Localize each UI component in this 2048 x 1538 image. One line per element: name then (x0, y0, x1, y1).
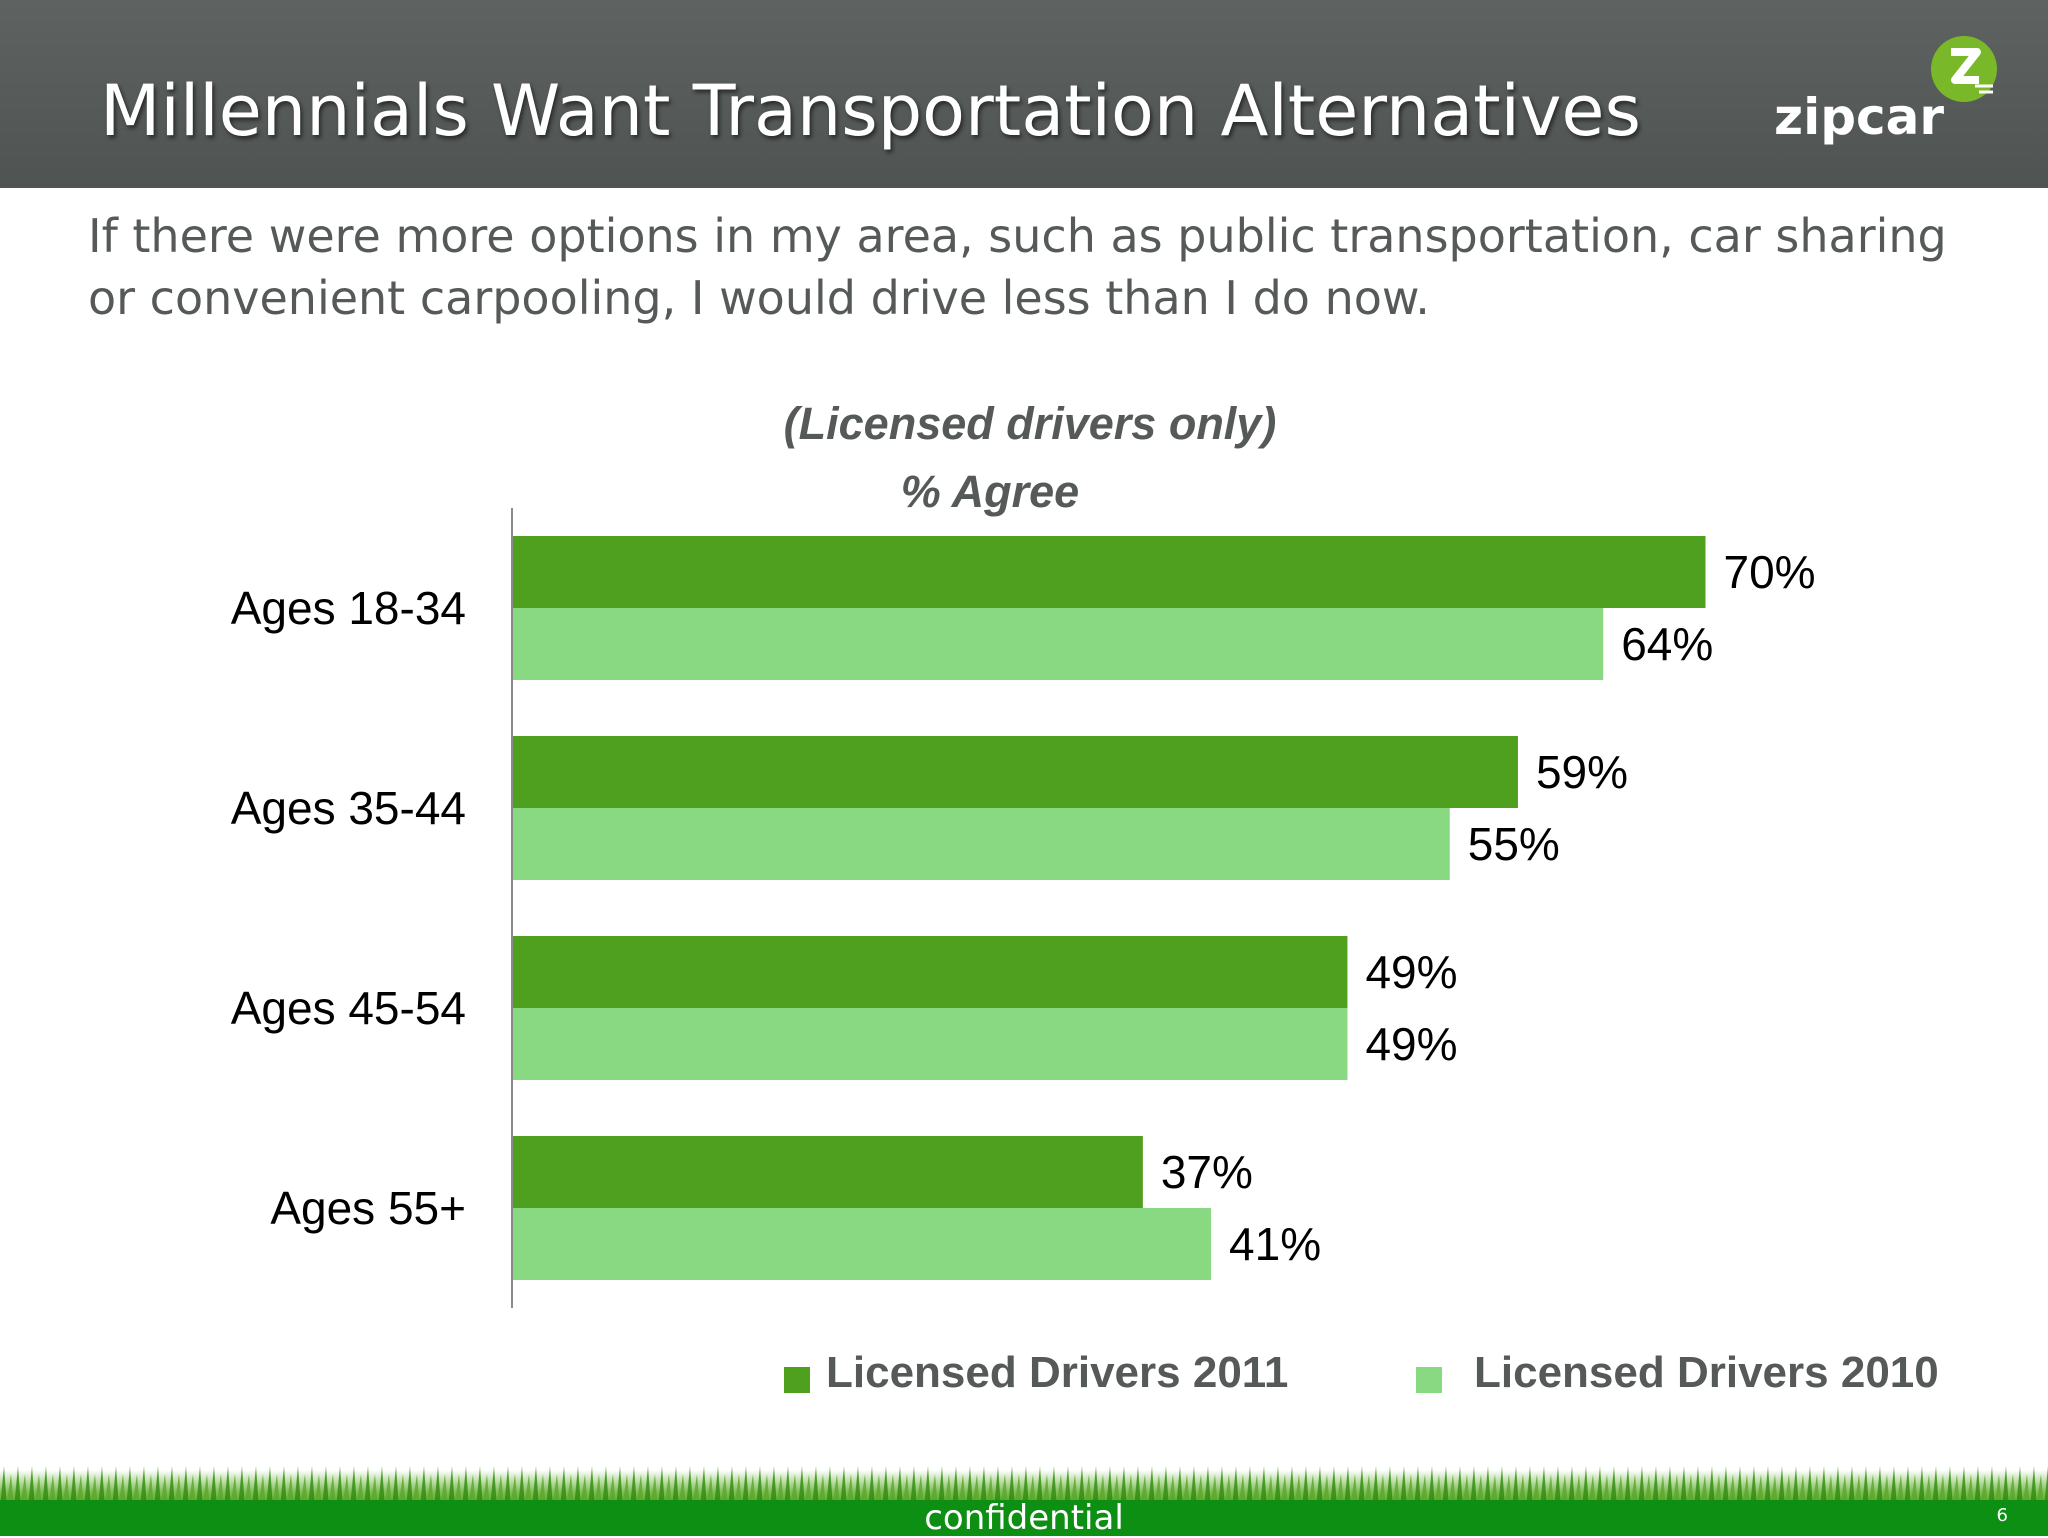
header-bar: Millennials Want Transportation Alternat… (0, 0, 2048, 188)
legend-swatch-2010 (1416, 1367, 1442, 1393)
data-label-ages-35-44-2011: 59% (1536, 746, 1628, 798)
legend-swatch-2011 (784, 1367, 810, 1393)
category-label-ages-35-44: Ages 35-44 (231, 782, 466, 834)
data-label-ages-35-44-2010: 55% (1468, 818, 1560, 870)
bar-ages-55-2011 (512, 1136, 1143, 1208)
bar-ages-18-34-2011 (512, 536, 1706, 608)
bar-ages-18-34-2010 (512, 608, 1604, 680)
legend-label-2011: Licensed Drivers 2011 (826, 1348, 1289, 1397)
bar-ages-45-54-2010 (512, 1008, 1348, 1080)
grass-decoration (0, 1458, 2048, 1508)
chart-title: (Licensed drivers only) (783, 398, 1277, 449)
data-label-ages-18-34-2011: 70% (1724, 546, 1816, 598)
data-label-ages-45-54-2011: 49% (1365, 946, 1457, 998)
data-label-ages-55-2011: 37% (1161, 1146, 1253, 1198)
data-label-ages-18-34-2010: 64% (1621, 618, 1713, 670)
category-label-ages-45-54: Ages 45-54 (231, 982, 466, 1034)
bar-ages-55-2010 (512, 1208, 1212, 1280)
legend-label-2010: Licensed Drivers 2010 (1474, 1348, 1939, 1397)
zipcar-logo: zipcar (1770, 36, 2010, 156)
data-label-ages-45-54-2010: 49% (1365, 1018, 1457, 1070)
bar-chart: Ages 18-34 70%64% Ages 35-44 59% 55% Ages 45-… (231, 508, 1816, 1308)
bar-ages-35-44-2010 (512, 808, 1450, 880)
bar-ages-35-44-2011 (512, 736, 1518, 808)
footer-grass-band: confidential 6 (0, 1448, 2048, 1538)
slide-subtitle: If there were more options in my area, s… (88, 209, 1947, 325)
zipcar-z-icon (1931, 36, 1997, 102)
footer-confidential-label: confidential (924, 1498, 1124, 1538)
logo-wordmark: zipcar (1774, 88, 1945, 146)
page-number: 6 (1996, 1505, 2008, 1526)
category-label-ages-18-34: Ages 18-34 (231, 582, 466, 634)
data-label-ages-55-2010: 41% (1229, 1218, 1321, 1270)
slide-title: Millennials Want Transportation Alternat… (100, 70, 1641, 152)
bar-ages-45-54-2011 (512, 936, 1348, 1008)
footer-band (0, 1500, 2048, 1536)
chart-subtitle: % Agree (900, 466, 1080, 517)
category-label-ages-55: Ages 55+ (270, 1182, 466, 1234)
